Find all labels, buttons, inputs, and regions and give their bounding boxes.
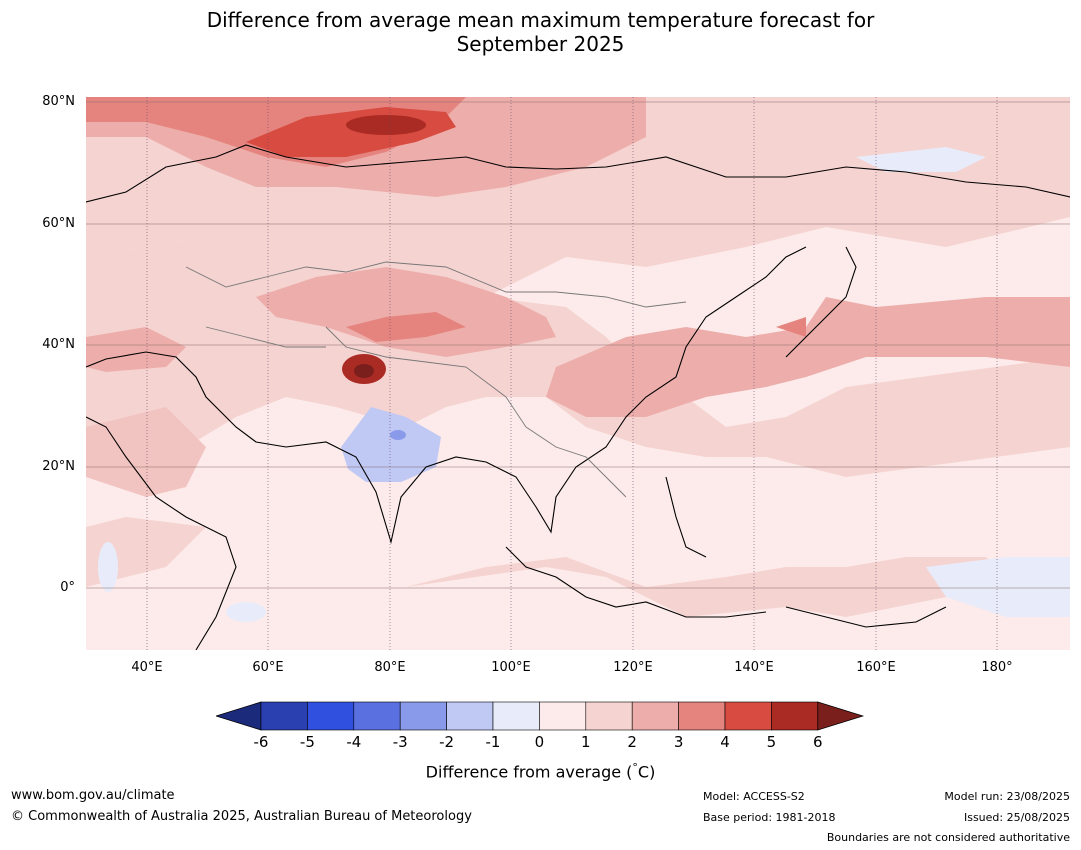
colorbar-cell [771,701,819,731]
anomaly-zone-2-3-middle-east [86,327,186,372]
lat-label-20n: 20°N [42,459,75,474]
anomaly-zone-2-3-arabia [86,407,206,497]
meridians [146,97,998,650]
lat-label-60n: 60°N [42,216,75,231]
colorbar-cell [678,701,726,731]
colorbar-tick-label: 3 [673,733,684,751]
colorbar-cell [585,701,633,731]
map-title-line2: September 2025 [456,32,625,56]
colorbar-cell [353,701,401,731]
anomaly-zone-2-3-east-asia-pacific [546,297,1070,417]
colorbar-cell [399,701,447,731]
anomaly-zone-neg2-india [390,430,406,440]
colorbar-label-text: Difference from average ( [425,762,633,782]
anomaly-zone-above6-himalaya [354,364,374,378]
map-title: Difference from average mean maximum tem… [0,8,1081,56]
colorbar-tick-label: 2 [627,733,637,751]
anomaly-zone-neg-small-ocean [226,602,266,622]
colorbar-tick-label: -1 [485,733,501,751]
lat-lon-grid [86,101,1070,589]
lon-label-140e: 140°E [734,660,774,675]
colorbar-extend-low [216,701,262,731]
colorbar-tick-label: -5 [299,733,315,751]
anomaly-zone-neg-india [341,407,441,482]
colorbar-label-unit: C) [637,762,656,782]
lat-label-80n: 80°N [42,94,75,109]
anomaly-zone-5-6-russia [346,115,426,135]
anomaly-zone-3-4-japan [776,317,806,337]
colorbar-cell [260,701,308,731]
country-borders [185,261,687,498]
anomaly-zone-1-2-maritime [406,557,1006,617]
colorbar-cell [724,701,772,731]
colorbar-extend-high [817,701,865,731]
footer-model: Model: ACCESS-S2 [703,790,805,803]
lat-label-0: 0° [60,580,75,595]
footer-copyright: © Commonwealth of Australia 2025, Austra… [11,809,472,824]
colorbar-cell [539,701,587,731]
temperature-anomaly-map [86,97,1070,650]
colorbar-tick-label: 0 [534,733,545,751]
lon-label-80e: 80°E [374,660,406,675]
colorbar-tick-label: -3 [392,733,408,751]
colorbar-tick-label: -6 [253,733,269,751]
colorbar-cell [307,701,355,731]
lat-label-40n: 40°N [42,337,75,352]
colorbar-cells [216,701,865,731]
coastlines [86,144,1070,650]
lon-label-100e: 100°E [491,660,531,675]
anomaly-zone-neg-small-pacific [926,557,1070,617]
colorbar-tick-label: -4 [346,733,362,751]
colorbar-cell [631,701,679,731]
anomaly-zone-3-4-tibet [346,312,466,342]
colorbar [216,701,865,731]
anomaly-zone-2-3-central-asia [256,267,556,357]
lon-label-60e: 60°E [252,660,284,675]
lon-label-40e: 40°E [131,660,163,675]
footer-issued: Issued: 25/08/2025 [963,811,1070,824]
colorbar-tick-label: 5 [766,733,777,751]
footer-boundaries-note: Boundaries are not considered authoritat… [826,831,1070,844]
lon-label-180: 180° [981,660,1013,675]
colorbar-cell [492,701,540,731]
colorbar-tick-label: 4 [720,733,730,751]
lon-label-120e: 120°E [613,660,653,675]
colorbar-tick-label: -2 [439,733,455,751]
colorbar-tick-label: 6 [813,733,823,751]
colorbar-label-degree: ° [632,761,638,774]
footer-base-period: Base period: 1981-2018 [703,811,836,824]
colorbar-label: Difference from average (°C) [0,761,1081,781]
anomaly-zone-neg-small-siberia [856,147,986,172]
map-title-line1: Difference from average mean maximum tem… [206,8,875,32]
forecast-map [86,97,1070,650]
anomaly-zone-neg-small-africa [98,542,118,592]
colorbar-tick-label: 1 [581,733,591,751]
footer-model-run: Model run: 23/08/2025 [944,790,1070,803]
footer-url: www.bom.gov.au/climate [11,788,175,803]
colorbar-cell [446,701,494,731]
lon-label-160e: 160°E [856,660,896,675]
